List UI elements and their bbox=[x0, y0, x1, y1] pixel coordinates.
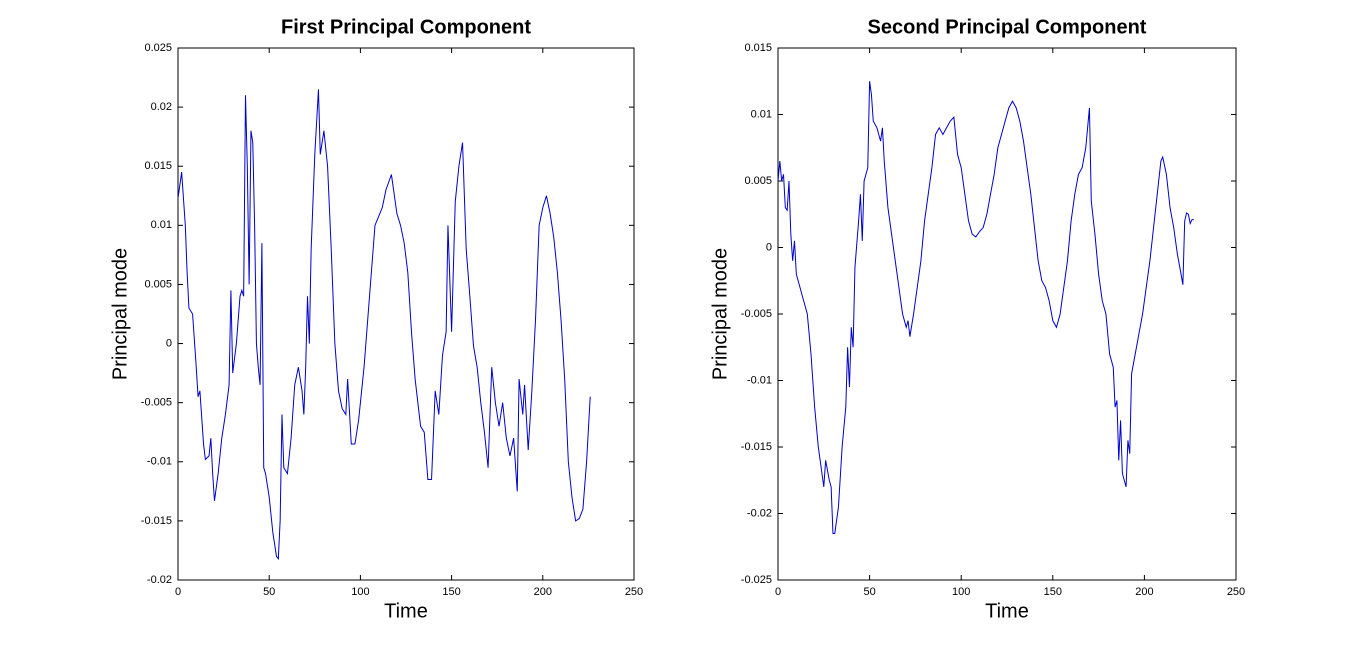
x-axis-label: Time bbox=[384, 600, 428, 622]
y-tick-label: 0.01 bbox=[751, 108, 772, 120]
data-line bbox=[777, 81, 1194, 534]
x-tick-label: 0 bbox=[175, 586, 181, 598]
x-tick-label: 250 bbox=[625, 586, 643, 598]
data-line bbox=[177, 89, 591, 561]
y-tick-label: 0.005 bbox=[744, 175, 772, 187]
plot-area bbox=[777, 47, 1237, 581]
x-tick-label: 50 bbox=[863, 586, 875, 598]
x-tick-label: 100 bbox=[952, 586, 970, 598]
y-tick-label: -0.005 bbox=[141, 397, 172, 409]
y-tick-label: 0.005 bbox=[144, 278, 172, 290]
y-tick-label: -0.005 bbox=[741, 308, 772, 320]
y-tick-label: 0.015 bbox=[144, 160, 172, 172]
y-axis-label: Principal mode bbox=[709, 248, 731, 380]
chart-title: First Principal Component bbox=[281, 16, 531, 38]
y-tick-label: -0.02 bbox=[147, 574, 172, 586]
y-tick-label: 0 bbox=[766, 241, 772, 253]
x-tick-label: 50 bbox=[263, 586, 275, 598]
y-tick-label: -0.015 bbox=[141, 515, 172, 527]
x-tick-label: 0 bbox=[775, 586, 781, 598]
x-tick-label: 100 bbox=[351, 586, 369, 598]
y-tick-label: 0.025 bbox=[144, 42, 172, 54]
y-tick-label: -0.015 bbox=[741, 441, 772, 453]
y-tick-label: 0.02 bbox=[151, 101, 172, 113]
y-tick-label: -0.01 bbox=[747, 374, 772, 386]
plot-area bbox=[177, 47, 635, 581]
chart-panel: 0 50 100 150 200 250 -0.025 -0.02 -0.015 -0.01 -0.… bbox=[709, 16, 1245, 622]
x-tick-label: 250 bbox=[1227, 586, 1245, 598]
x-axis-label: Time bbox=[985, 600, 1029, 622]
chart-title: Second Principal Component bbox=[868, 16, 1147, 38]
y-tick-label: -0.01 bbox=[147, 456, 172, 468]
y-tick-label: -0.025 bbox=[741, 574, 772, 586]
y-tick-label: 0 bbox=[166, 337, 172, 349]
chart-panel: 0 50 100 150 200 250 -0.02 -0.015 -0.01 -0.005 0 0.… bbox=[109, 16, 643, 622]
y-tick-label: 0.015 bbox=[744, 42, 772, 54]
y-tick-label: -0.02 bbox=[747, 507, 772, 519]
x-tick-label: 200 bbox=[1135, 586, 1153, 598]
x-tick-label: 200 bbox=[534, 586, 552, 598]
y-axis-label: Principal mode bbox=[109, 248, 131, 380]
x-tick-label: 150 bbox=[442, 586, 460, 598]
y-tick-label: 0.01 bbox=[151, 219, 172, 231]
x-tick-label: 150 bbox=[1044, 586, 1062, 598]
